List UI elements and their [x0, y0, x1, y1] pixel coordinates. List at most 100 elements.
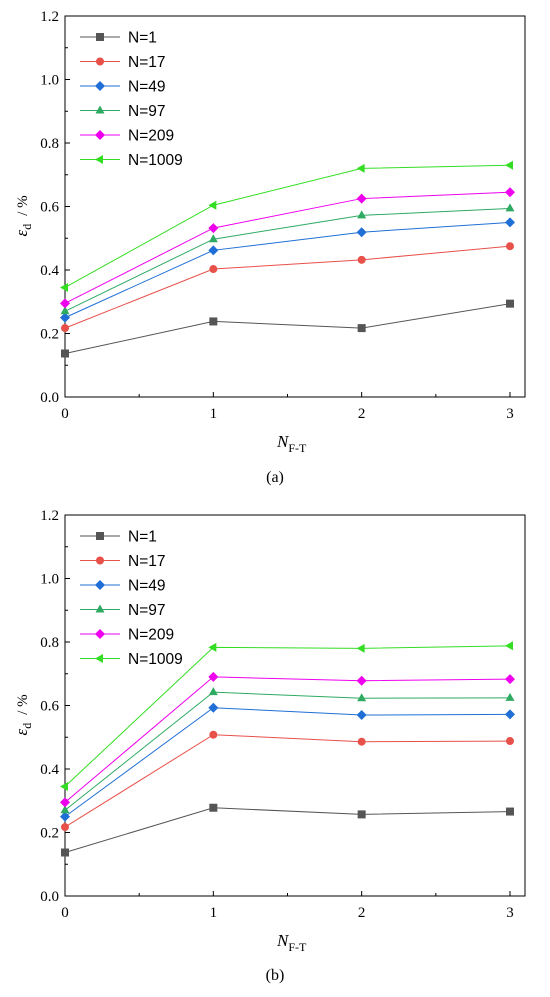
- data-point: [209, 803, 218, 812]
- legend-label: N=209: [128, 128, 174, 145]
- data-point: [61, 324, 69, 333]
- legend-swatch-marker: [96, 532, 104, 540]
- y-tick-label: 0.8: [40, 136, 59, 152]
- series-line: [64, 245, 511, 329]
- series-n-49: [60, 702, 515, 822]
- x-tick-label: 1: [210, 905, 218, 921]
- data-point: [60, 797, 70, 808]
- x-tick-label: 0: [61, 905, 69, 921]
- legend-swatch-marker: [95, 81, 105, 91]
- x-tick-label: 1: [210, 406, 218, 422]
- data-point: [60, 282, 68, 292]
- series-line: [64, 645, 511, 787]
- data-point: [506, 299, 514, 308]
- legend-label: N=209: [128, 627, 174, 644]
- series-line: [64, 191, 511, 304]
- data-point: [357, 210, 367, 219]
- series-line: [64, 221, 511, 319]
- y-tick-label: 0.6: [40, 699, 59, 715]
- series-n-1: [61, 803, 514, 857]
- y-tick-label: 0.4: [40, 263, 59, 279]
- legend-label: N=49: [128, 79, 166, 96]
- y-axis-label: εd / %: [12, 694, 34, 735]
- y-tick-label: 0.2: [40, 826, 59, 842]
- data-point: [60, 811, 70, 822]
- series-n-17: [61, 730, 514, 832]
- data-point: [505, 674, 515, 685]
- data-point: [505, 641, 513, 651]
- data-point: [356, 163, 365, 173]
- y-tick-label: 0.4: [40, 762, 59, 778]
- legend-swatch-marker: [95, 155, 103, 164]
- x-axis-label-sub: F-T: [288, 940, 307, 954]
- legend-label: N=17: [128, 54, 166, 71]
- x-axis-label: NF-T: [276, 432, 307, 455]
- data-point: [208, 702, 219, 713]
- y-axis-label-unit: / %: [15, 694, 31, 714]
- series-line: [64, 691, 511, 811]
- y-tick-label: 0.0: [40, 889, 59, 905]
- x-tick-label: 0: [61, 406, 69, 422]
- y-axis-label-sub: d: [20, 224, 34, 230]
- legend-label: N=1: [128, 30, 157, 47]
- x-tick-label: 2: [358, 406, 366, 422]
- legend-item: N=1009: [80, 152, 183, 169]
- data-point: [208, 642, 217, 652]
- y-axis-label-main: ε: [12, 729, 31, 736]
- data-point: [60, 805, 70, 814]
- legend: N=1 N=17 N=49 N=97 N=209 N=1009: [80, 30, 183, 169]
- legend-swatch-marker: [95, 105, 105, 114]
- x-tick-label: 2: [358, 905, 366, 921]
- legend-label: N=97: [128, 602, 166, 619]
- y-tick-label: 0.8: [40, 635, 59, 651]
- legend-item: N=1: [80, 529, 157, 546]
- legend-item: N=49: [80, 578, 166, 595]
- y-axis-label: εd / %: [12, 195, 34, 236]
- data-point: [60, 781, 68, 791]
- series-n-1009: [60, 160, 513, 292]
- data-point: [209, 265, 218, 274]
- legend-item: N=1: [80, 30, 157, 47]
- data-point: [208, 687, 218, 696]
- data-point: [357, 255, 366, 264]
- data-point: [208, 223, 219, 234]
- series-n-209: [60, 671, 515, 808]
- legend-item: N=17: [80, 553, 166, 570]
- x-axis-label-main: N: [276, 931, 290, 950]
- x-axis-label: NF-T: [276, 931, 307, 954]
- legend-item: N=97: [80, 602, 166, 619]
- y-tick-label: 1.2: [40, 508, 59, 524]
- legend-item: N=1009: [80, 651, 183, 668]
- legend-swatch-marker: [96, 556, 104, 565]
- data-point: [208, 671, 219, 682]
- plot-frame: [64, 514, 526, 897]
- legend-swatch-marker: [96, 33, 104, 41]
- series-line: [64, 734, 511, 828]
- data-point: [357, 693, 367, 702]
- y-tick-label: 1.0: [40, 73, 59, 89]
- legend-swatch-marker: [95, 604, 105, 613]
- legend-swatch-marker: [95, 130, 105, 140]
- data-point: [356, 643, 365, 653]
- data-point: [209, 730, 218, 739]
- y-tick-label: 0.0: [40, 390, 59, 406]
- x-tick-label: 3: [506, 406, 514, 422]
- data-point: [356, 710, 367, 721]
- series-n-209: [60, 187, 515, 309]
- series-line: [64, 207, 511, 312]
- data-point: [208, 234, 218, 243]
- x-axis-label-main: N: [276, 432, 290, 451]
- series-line: [64, 676, 511, 803]
- series-n-1009: [60, 641, 513, 791]
- legend-item: N=209: [80, 128, 174, 145]
- y-tick-label: 1.0: [40, 572, 59, 588]
- data-point: [61, 823, 69, 832]
- data-point: [60, 298, 70, 309]
- data-point: [60, 312, 70, 323]
- data-point: [356, 227, 367, 238]
- data-point: [356, 675, 367, 686]
- data-point: [61, 349, 69, 358]
- data-point: [357, 737, 366, 746]
- series-n-97: [60, 203, 515, 315]
